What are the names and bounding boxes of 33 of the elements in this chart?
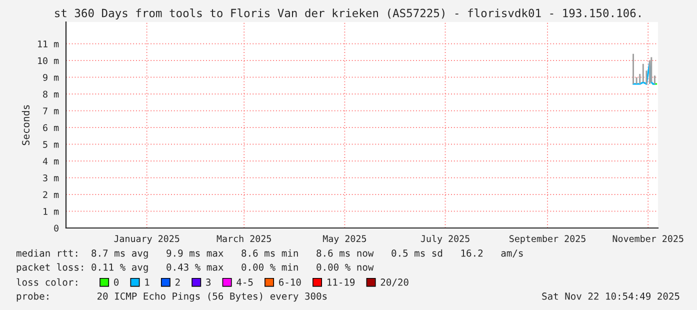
y-tick-label: 2 m	[43, 191, 59, 198]
legend-label: 1	[145, 278, 150, 286]
text: Sat Nov 22 10:54:49 2025	[542, 292, 680, 300]
y-tick-label: 9 m	[43, 74, 59, 81]
y-tick-label: 7 m	[43, 108, 59, 114]
legend-title: loss color:	[16, 278, 78, 286]
legend-label: 0	[114, 278, 119, 286]
x-tick-label: January 2025	[114, 235, 180, 244]
y-tick-label: 4 m	[42, 158, 59, 165]
y-tick-label: 6 m	[43, 124, 59, 132]
text: median rtt: 8.7 ms avg 9.9 ms max 8.6 ms min 8.6 ms now 0.5 ms sd 16.2 am/s	[16, 249, 523, 259]
y-tick-label: 3 m	[43, 174, 59, 182]
y-axis-title: Seconds	[22, 105, 30, 146]
x-tick-label: May 2025	[322, 235, 366, 244]
legend-label: 4-5	[236, 278, 253, 286]
text: probe: 20 ICMP Echo Pings (56 Bytes) every 300s	[16, 292, 327, 302]
y-tick-label: 11 m	[38, 40, 59, 48]
legend-label: 11-19	[328, 278, 355, 286]
legend-label: 3	[206, 278, 211, 286]
y-tick-label: 0	[54, 224, 58, 232]
legend-label: 20/20	[380, 278, 408, 287]
x-tick-label: March 2025	[216, 234, 271, 242]
y-tick-label: 1 m	[44, 208, 59, 215]
legend-label: 6-10	[279, 278, 301, 286]
text: packet loss: 0.11 % avg 0.43 % max 0.00 % min 0.00 % now	[16, 263, 374, 273]
y-tick-label: 8 m	[43, 90, 59, 98]
legend-label: 2	[176, 278, 180, 286]
y-tick-label: 10 m	[38, 57, 59, 64]
x-tick-label: July 2025	[420, 234, 470, 244]
chart-title: st 360 Days from tools to Floris Van der krieken (AS57225) - florisvdk01 - 193.150.106.	[55, 8, 640, 20]
y-tick-label: 5 m	[43, 141, 59, 148]
x-tick-label: September 2025	[510, 234, 586, 244]
x-tick-label: November 2025	[612, 234, 684, 242]
